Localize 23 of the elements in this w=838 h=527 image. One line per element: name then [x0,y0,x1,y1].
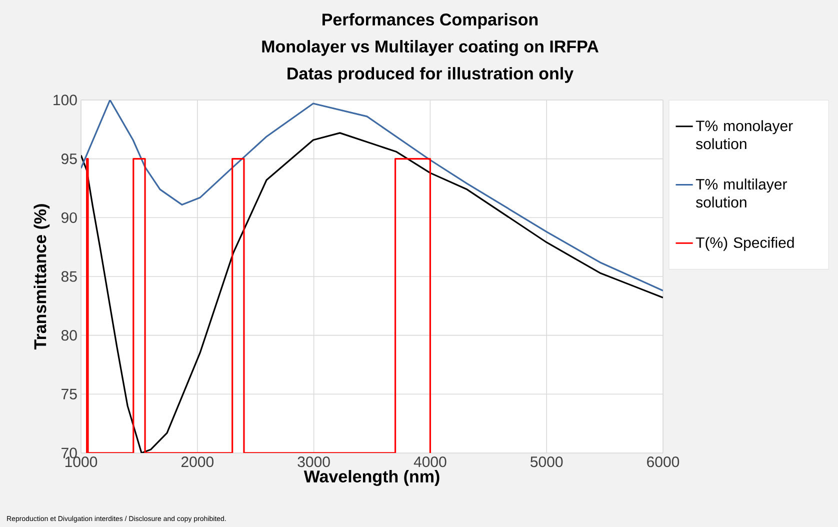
line-series [81,132,663,453]
y-tick-label: 75 [62,388,77,400]
y-axis-title: Transmittance (%) [34,204,50,350]
x-axis-title: Wavelength (nm) [304,470,440,486]
chart-subtitle: Monolayer vs Multilayer coating on IRFPA [262,40,598,56]
y-tick-label: 80 [61,330,77,341]
x-tick-label: 3000 [298,456,330,468]
x-tick-label: 4000 [414,456,446,468]
y-tick-label: 90 [62,212,77,223]
line-series [81,100,663,292]
y-tick-label: 85 [61,271,77,282]
y-tick-label: 100 [54,94,77,106]
y-tick-label: 95 [62,154,77,164]
legend-label: T% multilayer solution [696,178,787,208]
text: Datas produced for illustration only [288,67,574,83]
chart-title: Performances Comparison [322,13,538,29]
x-tick-label: 2000 [181,456,214,468]
x-tick-label: 5000 [530,456,563,468]
legend-label: T% monolayer solution [696,120,793,150]
x-tick-label: 6000 [647,456,680,468]
y-tick-label: 70 [62,448,77,458]
legend-label: T(%) Specified [696,236,794,251]
x-tick-label: 1000 [65,456,98,468]
